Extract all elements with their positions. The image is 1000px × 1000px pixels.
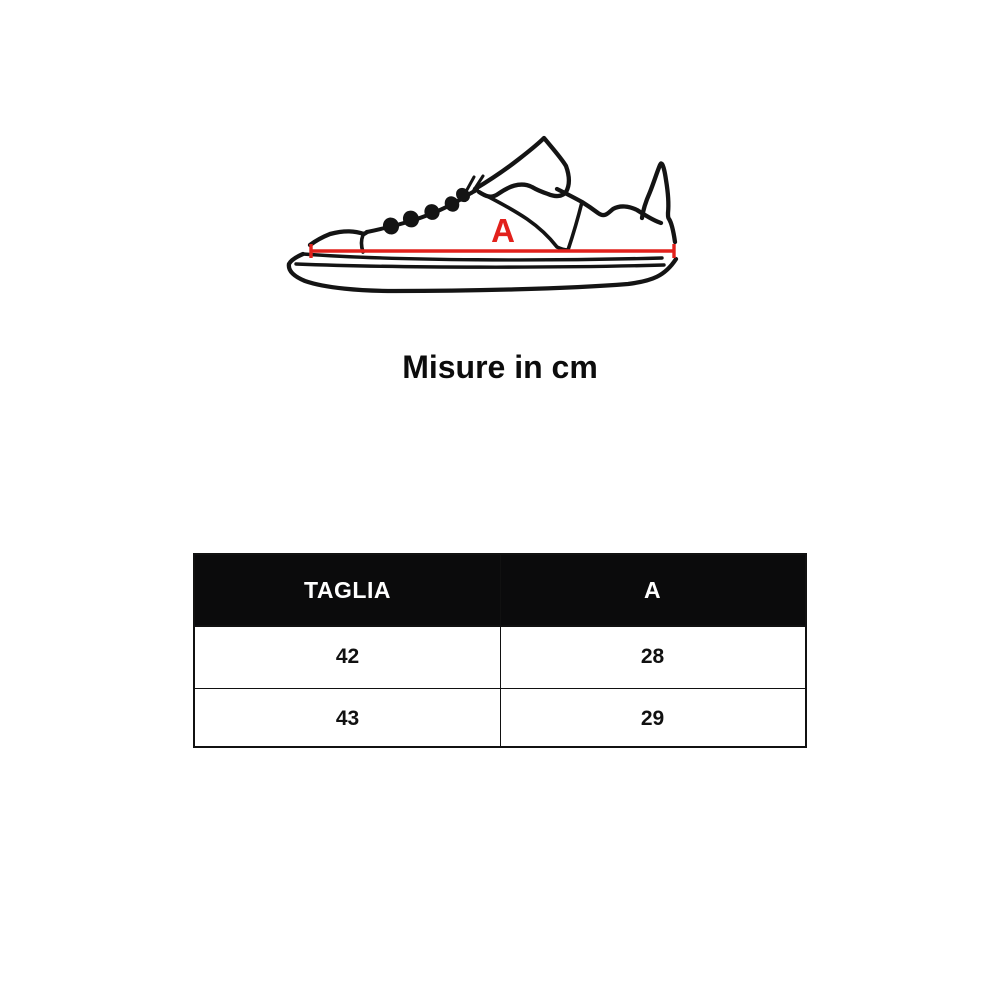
svg-text:A: A — [491, 212, 515, 249]
